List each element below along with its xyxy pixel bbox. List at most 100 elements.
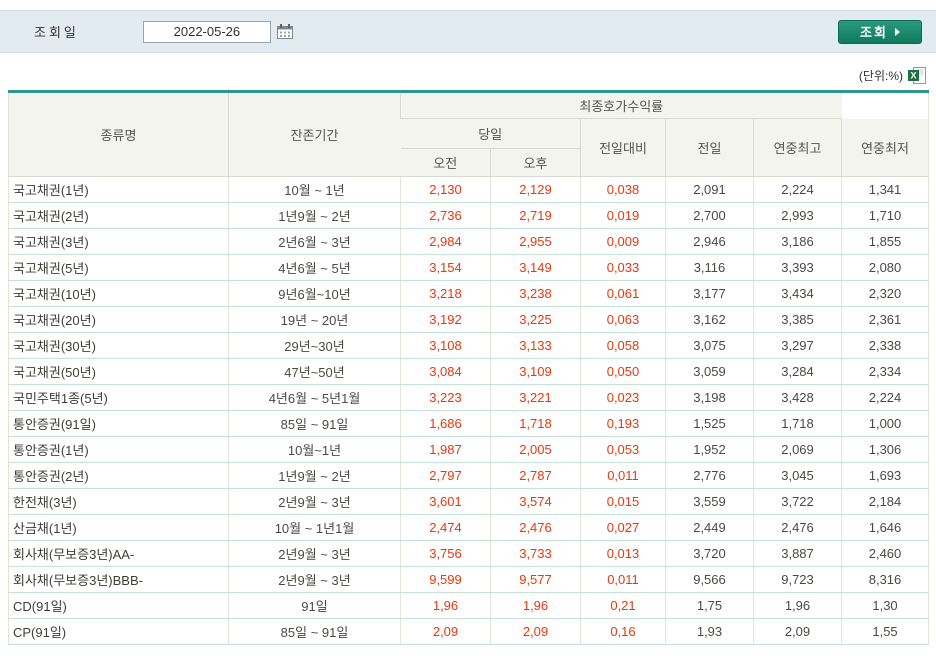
header-vs-prev: 전일대비 — [580, 118, 666, 177]
cell-pm: 3,238 — [490, 280, 581, 307]
cell-pm: 2,719 — [490, 202, 581, 229]
cell-low: 1,341 — [841, 176, 929, 203]
cell-am: 2,736 — [400, 202, 491, 229]
excel-download-icon[interactable]: X — [908, 66, 926, 84]
cell-prev: 3,116 — [665, 254, 754, 281]
search-button-label: 조회 — [860, 25, 888, 40]
cell-prev: 2,776 — [665, 462, 754, 489]
cell-low: 1,30 — [841, 592, 929, 619]
cell-period: 1년9월 ~ 2년 — [228, 202, 401, 229]
cell-change: 0,053 — [580, 436, 666, 463]
header-year-high: 연중최고 — [752, 118, 842, 177]
cell-high: 2,476 — [752, 514, 842, 541]
header-am: 오전 — [400, 148, 491, 177]
table-row: 국고채권(5년) 4년6월 ~ 5년 3,154 3,149 0,033 3,1… — [8, 254, 929, 281]
cell-high: 2,09 — [752, 618, 842, 645]
cell-pm: 3,574 — [490, 488, 581, 515]
cell-period: 29년~30년 — [228, 332, 401, 359]
table-row: 산금채(1년) 10월 ~ 1년1월 2,474 2,476 0,027 2,4… — [8, 514, 929, 541]
cell-change: 0,033 — [580, 254, 666, 281]
cell-high: 3,284 — [752, 358, 842, 385]
cell-low: 2,334 — [841, 358, 929, 385]
cell-high: 3,393 — [752, 254, 842, 281]
chevron-right-icon — [894, 27, 900, 36]
query-toolbar: 조회일 조회 — [0, 10, 936, 53]
cell-pm: 9,577 — [490, 566, 581, 593]
cell-period: 91일 — [228, 592, 401, 619]
unit-row: (단위:%) X — [0, 66, 926, 84]
cell-high: 3,297 — [752, 332, 842, 359]
table-header: 종류명 잔존기간 최종호가수익률 당일 전일대비 전일 연중최고 연중최저 오전… — [8, 91, 929, 177]
cell-low: 2,338 — [841, 332, 929, 359]
cell-high: 3,428 — [752, 384, 842, 411]
cell-low: 2,224 — [841, 384, 929, 411]
cell-prev: 3,198 — [665, 384, 754, 411]
cell-high: 3,887 — [752, 540, 842, 567]
table-row: 국고채권(10년) 9년6월~10년 3,218 3,238 0,061 3,1… — [8, 280, 929, 307]
table-row: 국고채권(30년) 29년~30년 3,108 3,133 0,058 3,07… — [8, 332, 929, 359]
cell-high: 9,723 — [752, 566, 842, 593]
cell-high: 1,718 — [752, 410, 842, 437]
cell-change: 0,061 — [580, 280, 666, 307]
cell-pm: 3,149 — [490, 254, 581, 281]
cell-prev: 3,075 — [665, 332, 754, 359]
cell-pm: 3,133 — [490, 332, 581, 359]
cell-high: 3,722 — [752, 488, 842, 515]
cell-prev: 2,946 — [665, 228, 754, 255]
header-pm: 오후 — [490, 148, 581, 177]
cell-change: 0,011 — [580, 462, 666, 489]
cell-prev: 2,700 — [665, 202, 754, 229]
cell-change: 0,023 — [580, 384, 666, 411]
cell-am: 2,474 — [400, 514, 491, 541]
cell-low: 1,693 — [841, 462, 929, 489]
cell-am: 2,130 — [400, 176, 491, 203]
table-row: 한전채(3년) 2년9월 ~ 3년 3,601 3,574 0,015 3,55… — [8, 488, 929, 515]
cell-pm: 2,476 — [490, 514, 581, 541]
cell-change: 0,038 — [580, 176, 666, 203]
cell-type: 국고채권(2년) — [8, 202, 229, 229]
cell-period: 10월 ~ 1년1월 — [228, 514, 401, 541]
date-input[interactable] — [142, 20, 271, 43]
cell-am: 3,218 — [400, 280, 491, 307]
cell-am: 3,154 — [400, 254, 491, 281]
cell-period: 85일 ~ 91일 — [228, 410, 401, 437]
cell-type: 한전채(3년) — [8, 488, 229, 515]
cell-am: 2,797 — [400, 462, 491, 489]
cell-change: 0,019 — [580, 202, 666, 229]
cell-type: 국고채권(5년) — [8, 254, 229, 281]
table-row: 회사채(무보증3년)AA- 2년9월 ~ 3년 3,756 3,733 0,01… — [8, 540, 929, 567]
cell-am: 2,09 — [400, 618, 491, 645]
cell-type: 국고채권(10년) — [8, 280, 229, 307]
cell-pm: 2,955 — [490, 228, 581, 255]
cell-pm: 2,09 — [490, 618, 581, 645]
header-year-low: 연중최저 — [841, 118, 929, 177]
cell-period: 10월 ~ 1년 — [228, 176, 401, 203]
cell-type: 국민주택1종(5년) — [8, 384, 229, 411]
cell-prev: 3,162 — [665, 306, 754, 333]
cell-low: 1,000 — [841, 410, 929, 437]
cell-pm: 2,787 — [490, 462, 581, 489]
cell-am: 3,108 — [400, 332, 491, 359]
cell-type: 통안증권(1년) — [8, 436, 229, 463]
cell-pm: 1,96 — [490, 592, 581, 619]
search-button[interactable]: 조회 — [838, 19, 922, 44]
cell-period: 2년9월 ~ 3년 — [228, 488, 401, 515]
cell-change: 0,011 — [580, 566, 666, 593]
calendar-icon[interactable] — [276, 24, 293, 39]
cell-high: 3,434 — [752, 280, 842, 307]
cell-period: 2년9월 ~ 3년 — [228, 540, 401, 567]
cell-am: 1,686 — [400, 410, 491, 437]
cell-pm: 1,718 — [490, 410, 581, 437]
cell-period: 4년6월 ~ 5년1월 — [228, 384, 401, 411]
cell-prev: 1,525 — [665, 410, 754, 437]
table-row: 회사채(무보증3년)BBB- 2년9월 ~ 3년 9,599 9,577 0,0… — [8, 566, 929, 593]
cell-low: 1,855 — [841, 228, 929, 255]
table-row: 국고채권(1년) 10월 ~ 1년 2,130 2,129 0,038 2,09… — [8, 176, 929, 203]
cell-prev: 3,059 — [665, 358, 754, 385]
cell-high: 2,224 — [752, 176, 842, 203]
cell-period: 4년6월 ~ 5년 — [228, 254, 401, 281]
cell-high: 3,385 — [752, 306, 842, 333]
header-type: 종류명 — [8, 91, 229, 177]
cell-low: 8,316 — [841, 566, 929, 593]
cell-prev: 1,75 — [665, 592, 754, 619]
